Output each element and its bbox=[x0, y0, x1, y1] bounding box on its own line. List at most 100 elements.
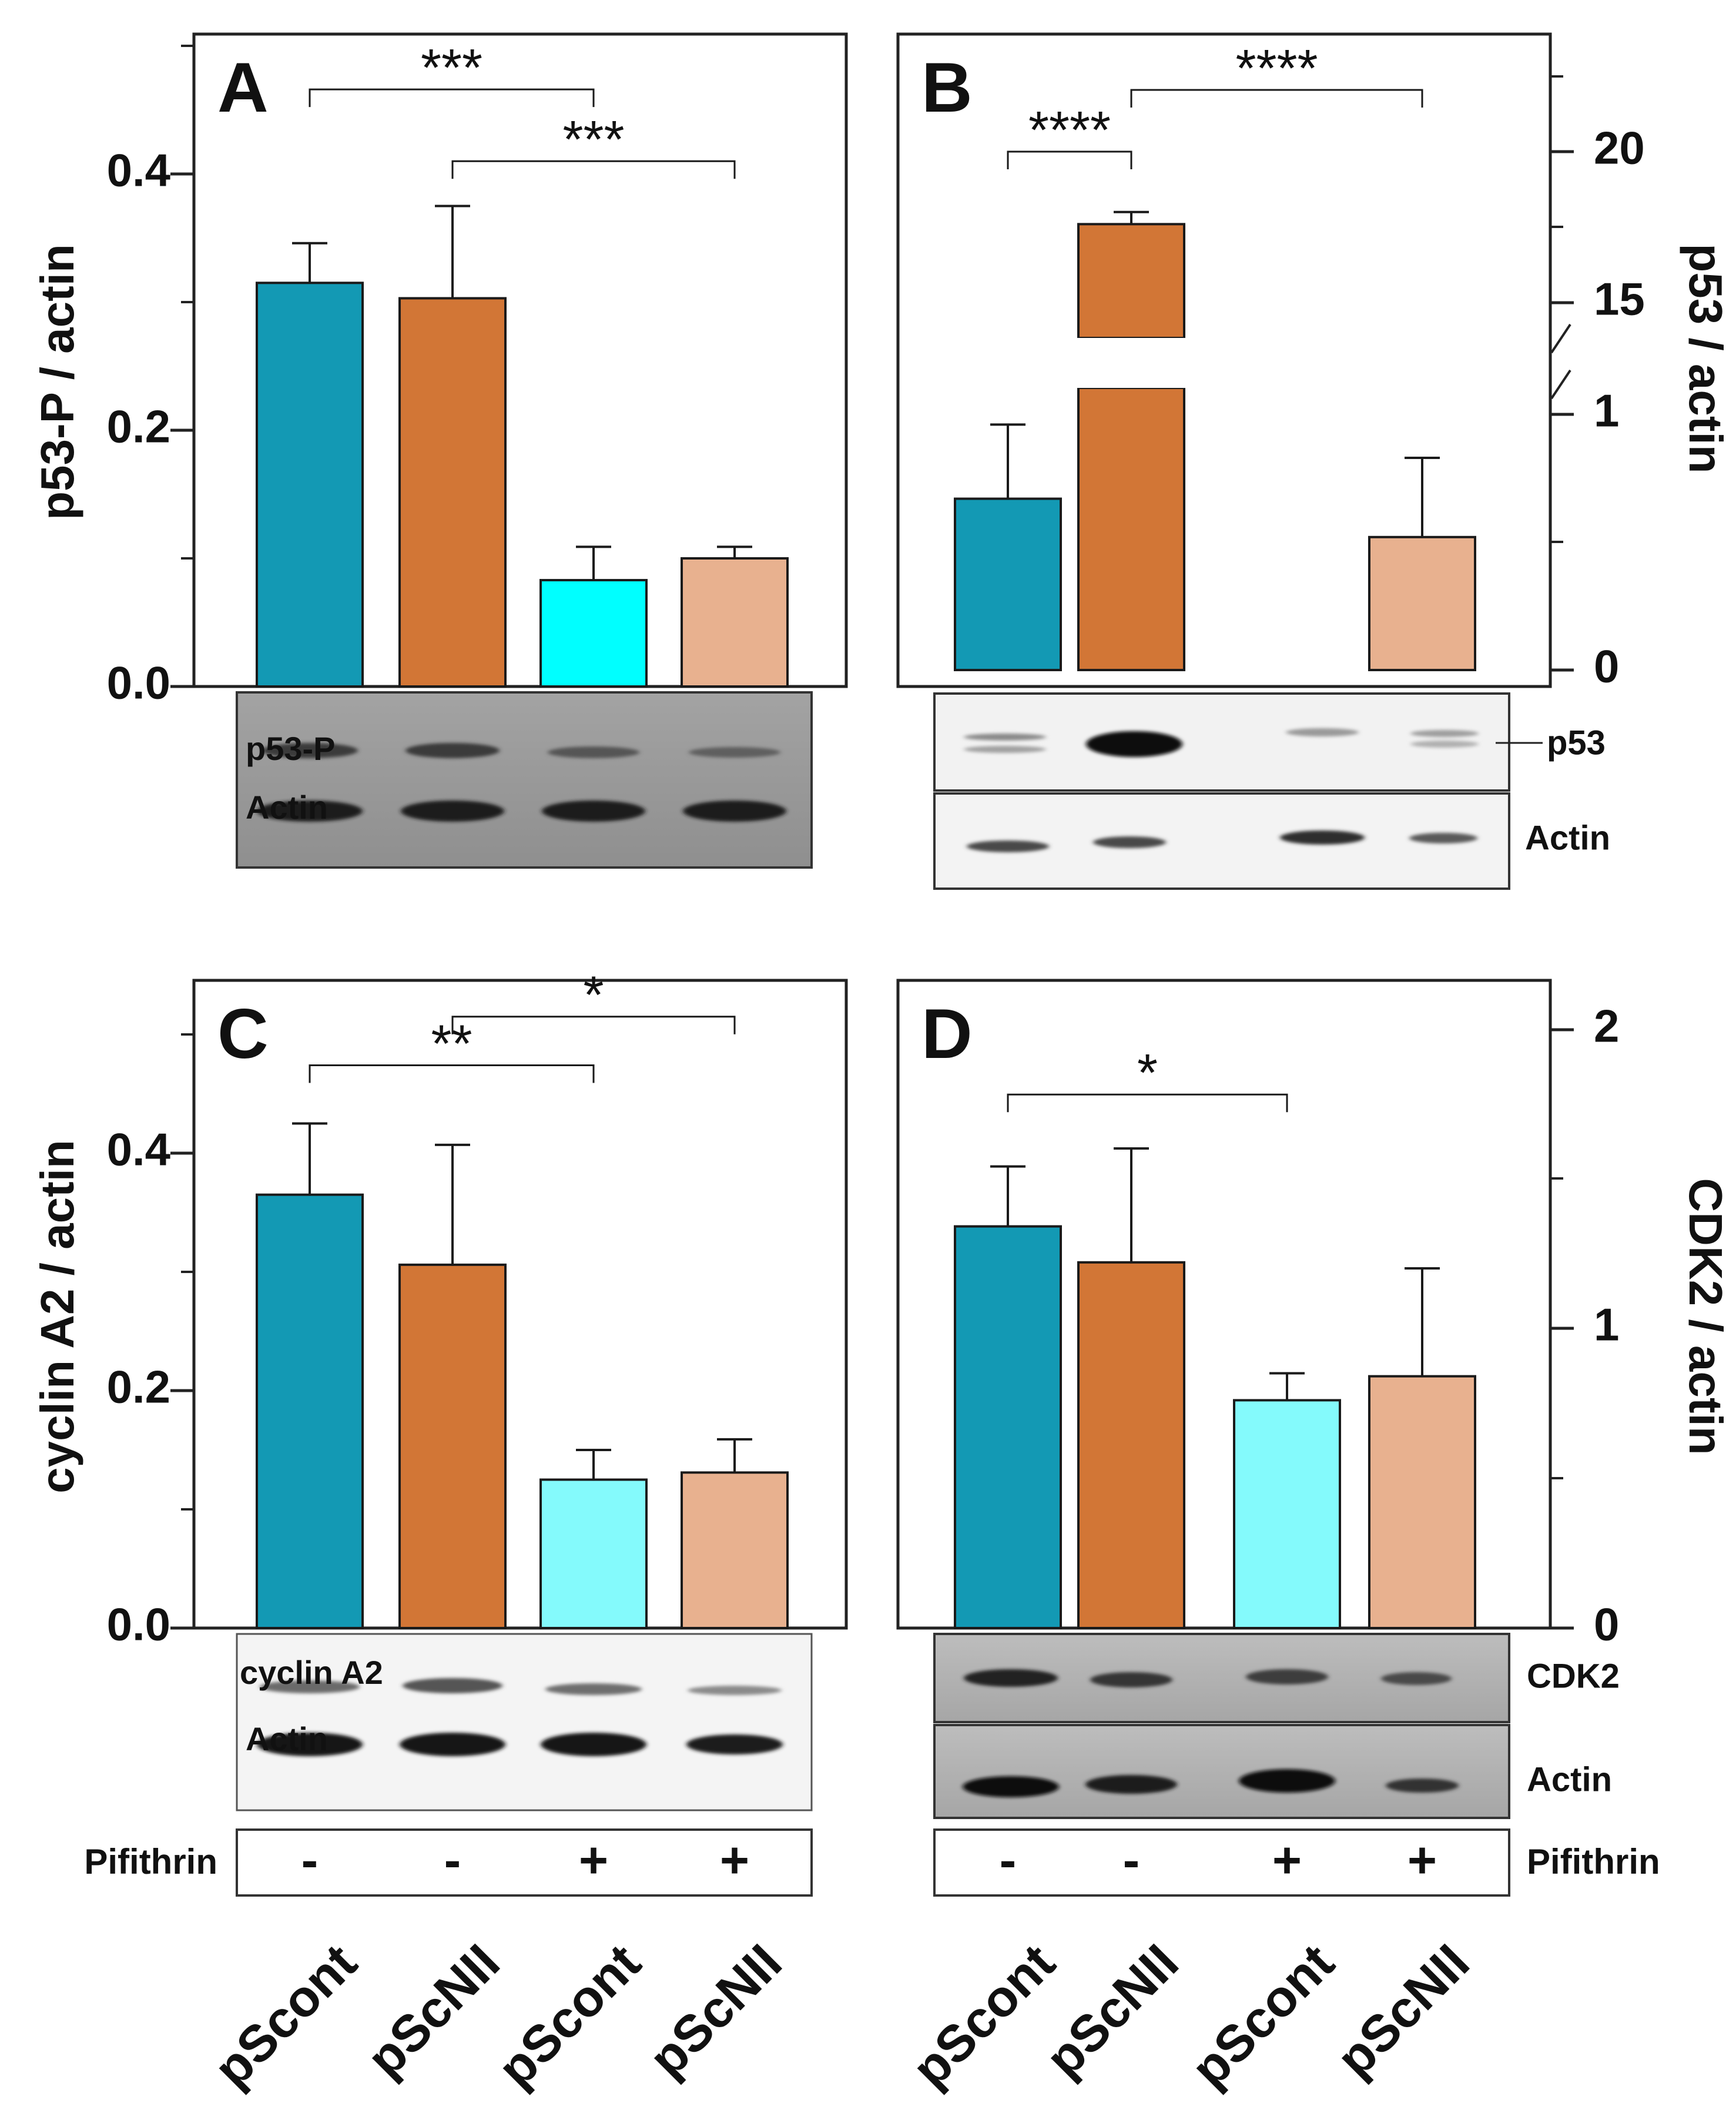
significance-bracket bbox=[309, 1064, 595, 1083]
panel-c-blot-label-1: Actin bbox=[246, 1720, 328, 1757]
panel-c-bars bbox=[256, 1122, 789, 1629]
x-category-label: pScNII bbox=[356, 1933, 511, 2088]
x-category-label: pScont bbox=[1180, 1933, 1345, 2098]
blot-band bbox=[542, 801, 645, 822]
panel-a-blot bbox=[236, 691, 813, 869]
x-category-label: pScNII bbox=[638, 1933, 793, 2088]
bar-pscnii bbox=[398, 1263, 507, 1629]
blot-band bbox=[964, 1669, 1058, 1687]
panel-b-blot-bottom bbox=[933, 792, 1510, 890]
treatment-plus: + bbox=[720, 1833, 749, 1889]
bar-pscont bbox=[256, 282, 364, 688]
panel-d-blot-bands bbox=[963, 1669, 1459, 1797]
blot-band bbox=[1280, 830, 1365, 845]
panel-c-significance: *** bbox=[309, 966, 736, 1083]
treatment-plus: + bbox=[579, 1833, 608, 1889]
panel-d-blot-label-1: Actin bbox=[1527, 1760, 1612, 1799]
axis-break-mark bbox=[1550, 369, 1571, 400]
treatment-minus: - bbox=[1123, 1833, 1140, 1889]
panel-d: D 0 1 2 CDK2 / actin * CDK2 Actin Pifith… bbox=[896, 979, 1732, 1897]
blot-band bbox=[1246, 1669, 1328, 1684]
blot-band bbox=[1410, 730, 1479, 737]
panel-d-frame bbox=[896, 979, 1552, 1630]
panel-a-ticks bbox=[170, 45, 194, 688]
panel-d-tick-1: 1 bbox=[1594, 1299, 1619, 1351]
blot-band bbox=[1409, 833, 1477, 843]
panel-b: B 0 1 15 20 p53 / actin **** **** p53 Act… bbox=[896, 32, 1732, 890]
panel-a-bars bbox=[256, 205, 789, 688]
significance-bracket bbox=[451, 160, 736, 179]
panel-b-tick-lower-1: 1 bbox=[1594, 385, 1619, 437]
panel-d-treatment-label: Pifithrin bbox=[1527, 1842, 1660, 1881]
bar-pscont bbox=[954, 1225, 1062, 1630]
bar-pscnii bbox=[1368, 1375, 1476, 1630]
treatment-minus: - bbox=[301, 1833, 319, 1889]
x-category-label: pScNII bbox=[1034, 1933, 1189, 2088]
panel-c-frame bbox=[192, 979, 848, 1630]
bar-pscnii-upper bbox=[1077, 223, 1185, 339]
panel-c-tick-2: 0.4 bbox=[107, 1124, 170, 1175]
blot-band bbox=[403, 1678, 502, 1693]
panel-a-blot-label-0: p53-P bbox=[246, 730, 336, 767]
panel-b-significance: **** **** bbox=[1007, 39, 1423, 169]
panel-d-treatment-box bbox=[933, 1828, 1510, 1897]
axis-break-mark bbox=[1550, 323, 1571, 354]
blot-band bbox=[1085, 1775, 1177, 1794]
treatment-plus: + bbox=[1272, 1833, 1302, 1889]
blot-band bbox=[963, 1776, 1059, 1797]
blot-band bbox=[1239, 1769, 1335, 1793]
panel-c-treatment-signs: - - + + bbox=[301, 1833, 749, 1889]
panel-c-blot bbox=[236, 1633, 813, 1811]
panel-c-blot-bands bbox=[257, 1678, 783, 1756]
bar-pscnii bbox=[398, 297, 507, 688]
treatment-plus: + bbox=[1407, 1833, 1437, 1889]
blot-band bbox=[1090, 1672, 1172, 1687]
significance-stars: **** bbox=[1235, 39, 1318, 98]
blot-band bbox=[1086, 731, 1182, 757]
panel-a-letter: A bbox=[217, 48, 269, 127]
blot-band bbox=[1410, 741, 1479, 748]
blot-band bbox=[405, 743, 500, 758]
bar-pscnii bbox=[1077, 1261, 1185, 1630]
bar-pscont bbox=[1233, 1399, 1341, 1629]
panel-c-tick-0: 0.0 bbox=[107, 1599, 170, 1650]
panel-c-letter: C bbox=[217, 994, 269, 1073]
panel-b-blot-bands bbox=[964, 728, 1479, 852]
significance-bracket bbox=[1007, 1093, 1288, 1113]
blot-band bbox=[1386, 1779, 1459, 1793]
significance-stars: **** bbox=[1028, 101, 1111, 160]
significance-stars: * bbox=[1137, 1044, 1158, 1103]
blot-band bbox=[262, 743, 358, 758]
blot-band bbox=[1093, 836, 1166, 848]
bar-pscnii bbox=[1368, 535, 1476, 671]
panel-b-letter: B bbox=[921, 48, 973, 127]
panel-d-letter: D bbox=[921, 994, 973, 1073]
panel-a-blot-label-1: Actin bbox=[246, 789, 328, 826]
panel-b-tick-upper-0: 15 bbox=[1594, 273, 1645, 325]
panel-c-ticks bbox=[170, 1033, 194, 1630]
panel-d-tick-2: 2 bbox=[1594, 1000, 1619, 1052]
panel-a-ylabel: p53-P / actin bbox=[31, 244, 83, 520]
x-category-label: pScNII bbox=[1325, 1933, 1480, 2088]
x-category-label: pScont bbox=[487, 1933, 652, 2098]
blot-band bbox=[257, 1733, 363, 1756]
panel-c-treatment-label: Pifithrin bbox=[84, 1842, 217, 1881]
blot-band bbox=[401, 801, 504, 822]
blot-band bbox=[689, 747, 780, 758]
panel-b-frame bbox=[896, 32, 1552, 688]
bar-pscont bbox=[954, 497, 1062, 671]
significance-bracket bbox=[1130, 89, 1423, 108]
panel-a: A 0.0 0.2 0.4 p53-P / actin *** *** p53-P… bbox=[31, 32, 848, 869]
panel-b-bars bbox=[954, 210, 1476, 671]
panel-b-blot-label-1: Actin bbox=[1525, 819, 1610, 857]
blot-band bbox=[1286, 728, 1359, 736]
panel-d-significance: * bbox=[1007, 1044, 1288, 1113]
panel-d-tick-0: 0 bbox=[1594, 1599, 1619, 1650]
treatment-minus: - bbox=[444, 1833, 461, 1889]
panel-a-blot-bands bbox=[257, 743, 786, 822]
panel-d-blot-bottom bbox=[933, 1724, 1510, 1819]
bar-pscont bbox=[539, 1478, 648, 1629]
blot-band bbox=[967, 840, 1049, 852]
blot-band bbox=[686, 1734, 783, 1754]
